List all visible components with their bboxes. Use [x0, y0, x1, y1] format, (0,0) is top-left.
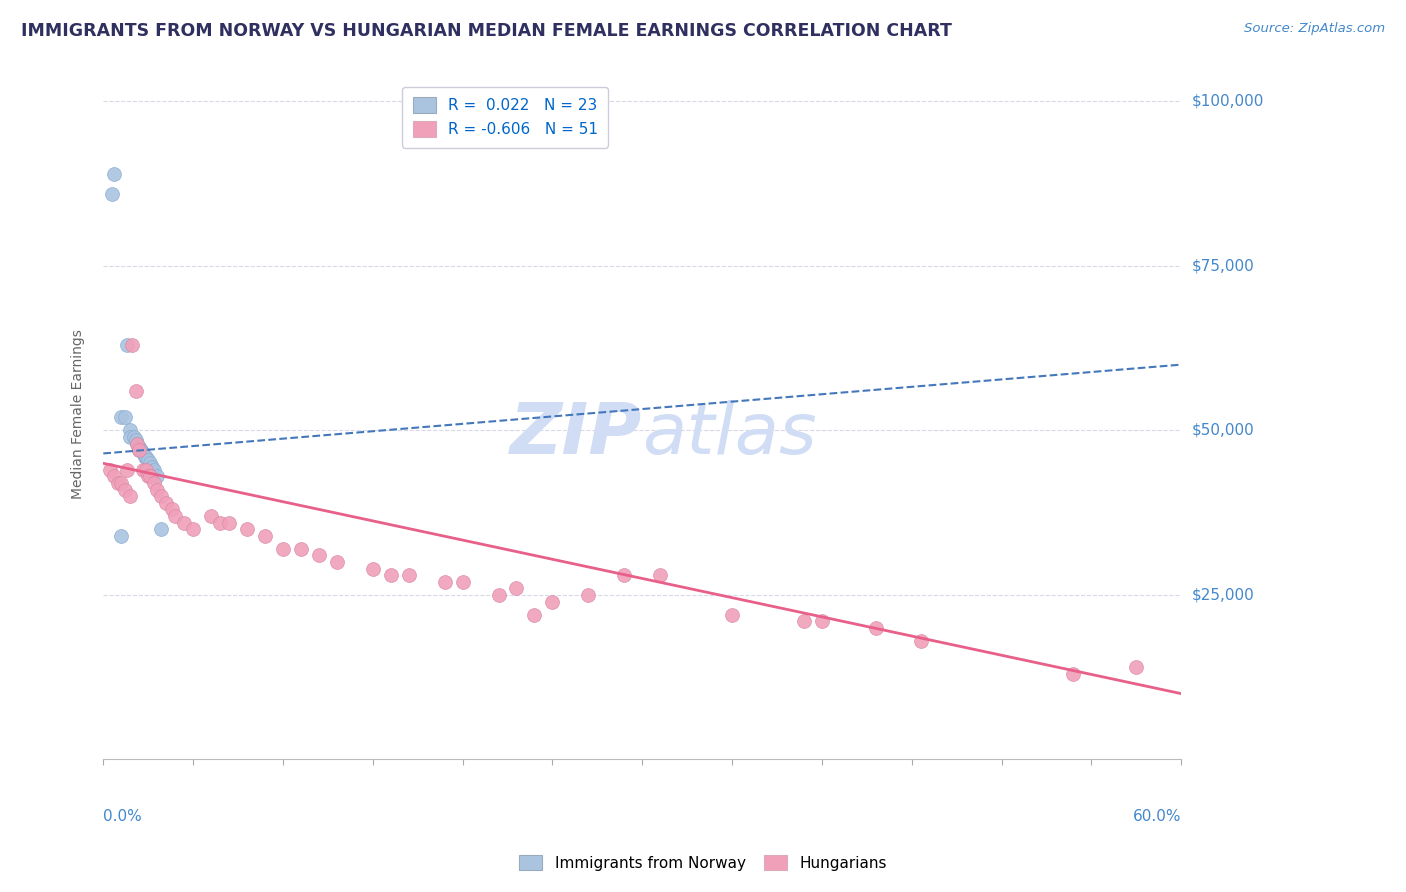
Point — [200, 508, 222, 523]
Text: $100,000: $100,000 — [1192, 94, 1264, 109]
Point — [139, 456, 162, 470]
Text: 0.0%: 0.0% — [103, 809, 142, 824]
Point — [115, 338, 138, 352]
Point — [721, 607, 744, 622]
Point — [326, 555, 349, 569]
Text: $25,000: $25,000 — [1192, 588, 1254, 602]
Point — [361, 561, 384, 575]
Y-axis label: Median Female Earnings: Median Female Earnings — [72, 329, 86, 499]
Point — [505, 582, 527, 596]
Point — [160, 502, 183, 516]
Point — [136, 453, 159, 467]
Point — [110, 476, 132, 491]
Point — [128, 440, 150, 454]
Point — [209, 516, 232, 530]
Point — [101, 186, 124, 201]
Point — [253, 529, 276, 543]
Point — [218, 516, 240, 530]
Point — [865, 621, 887, 635]
Point — [451, 574, 474, 589]
Point — [236, 522, 259, 536]
Point — [155, 496, 177, 510]
Point — [128, 443, 150, 458]
Point — [134, 450, 156, 464]
Point — [910, 634, 932, 648]
Point — [433, 574, 456, 589]
Text: IMMIGRANTS FROM NORWAY VS HUNGARIAN MEDIAN FEMALE EARNINGS CORRELATION CHART: IMMIGRANTS FROM NORWAY VS HUNGARIAN MEDI… — [21, 22, 952, 40]
Point — [103, 167, 125, 181]
Point — [103, 469, 125, 483]
Point — [149, 522, 172, 536]
Point — [120, 489, 142, 503]
Point — [121, 338, 143, 352]
Point — [132, 446, 155, 460]
Point — [398, 568, 420, 582]
Point — [120, 424, 142, 438]
Point — [114, 410, 136, 425]
Point — [541, 594, 564, 608]
Point — [132, 463, 155, 477]
Point — [793, 614, 815, 628]
Text: Source: ZipAtlas.com: Source: ZipAtlas.com — [1244, 22, 1385, 36]
Point — [290, 541, 312, 556]
Point — [149, 489, 172, 503]
Point — [146, 483, 169, 497]
Point — [811, 614, 834, 628]
Point — [650, 568, 672, 582]
Text: $75,000: $75,000 — [1192, 259, 1254, 274]
Text: ZIP: ZIP — [510, 401, 643, 469]
Legend: R =  0.022   N = 23, R = -0.606   N = 51: R = 0.022 N = 23, R = -0.606 N = 51 — [402, 87, 609, 147]
Point — [173, 516, 195, 530]
Point — [115, 463, 138, 477]
Point — [100, 463, 122, 477]
Point — [122, 430, 145, 444]
Point — [129, 443, 152, 458]
Point — [142, 476, 165, 491]
Point — [107, 476, 129, 491]
Point — [488, 588, 510, 602]
Point — [181, 522, 204, 536]
Point — [1062, 666, 1084, 681]
Point — [165, 508, 187, 523]
Point — [124, 384, 146, 398]
Text: $50,000: $50,000 — [1192, 423, 1254, 438]
Point — [135, 450, 157, 464]
Point — [146, 469, 169, 483]
Point — [128, 443, 150, 458]
Point — [135, 463, 157, 477]
Point — [613, 568, 636, 582]
Point — [523, 607, 546, 622]
Point — [576, 588, 599, 602]
Text: 60.0%: 60.0% — [1133, 809, 1181, 824]
Point — [124, 434, 146, 448]
Point — [1125, 660, 1147, 674]
Point — [120, 430, 142, 444]
Point — [271, 541, 294, 556]
Text: atlas: atlas — [643, 401, 817, 469]
Point — [136, 469, 159, 483]
Point — [141, 459, 163, 474]
Point — [127, 436, 149, 450]
Point — [308, 549, 330, 563]
Point — [114, 483, 136, 497]
Legend: Immigrants from Norway, Hungarians: Immigrants from Norway, Hungarians — [510, 846, 896, 880]
Point — [110, 410, 132, 425]
Point — [380, 568, 402, 582]
Point — [127, 436, 149, 450]
Point — [139, 469, 162, 483]
Point — [110, 529, 132, 543]
Point — [142, 463, 165, 477]
